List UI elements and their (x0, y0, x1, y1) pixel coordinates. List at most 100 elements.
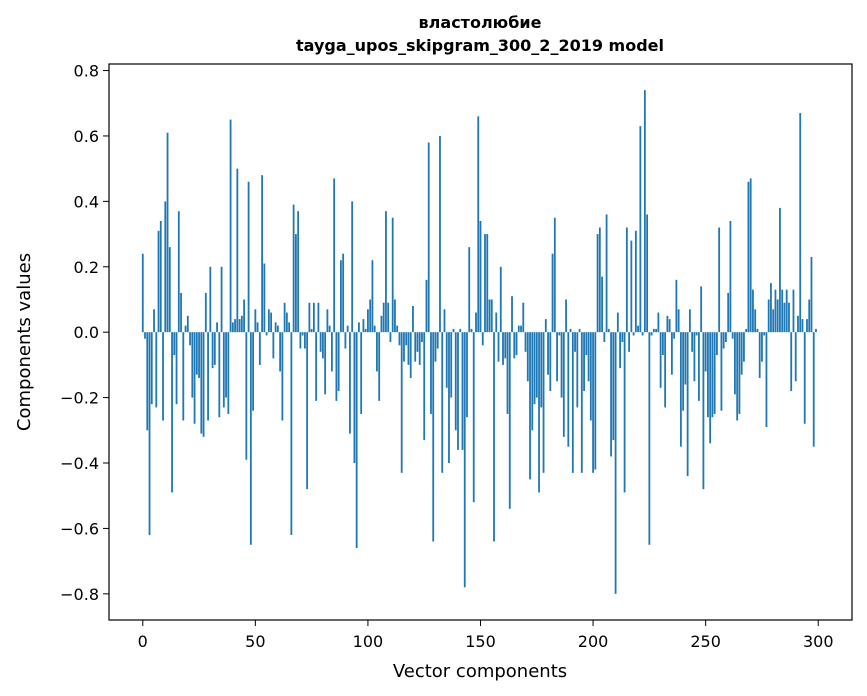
bar (450, 332, 453, 398)
bar (511, 296, 513, 333)
bar (585, 332, 588, 356)
bar (412, 306, 414, 333)
bar (571, 332, 574, 473)
bar (520, 325, 522, 333)
bar (709, 332, 712, 444)
bar (659, 332, 662, 388)
chart-title: властолюбие (419, 13, 542, 32)
bar (574, 332, 576, 352)
bar (364, 328, 367, 333)
bar (754, 309, 757, 333)
bar (722, 332, 725, 349)
y-tick-label: −0.2 (60, 389, 99, 408)
bar (657, 312, 660, 333)
bar (641, 332, 644, 336)
bar (148, 332, 151, 535)
bar (294, 234, 297, 333)
bar (477, 116, 480, 333)
bar (328, 325, 331, 333)
bar (396, 325, 399, 333)
bar (623, 332, 626, 493)
bar (461, 332, 464, 450)
bar (616, 312, 619, 333)
bar (567, 332, 570, 447)
bar (504, 332, 507, 359)
bar (682, 332, 685, 411)
chart-subtitle: tayga_upos_skipgram_300_2_2019 model (296, 36, 664, 55)
bar (308, 302, 311, 333)
bar (808, 299, 811, 333)
x-tick-label: 0 (138, 632, 148, 651)
bar (803, 332, 806, 424)
bar (670, 332, 673, 375)
bar (394, 299, 396, 333)
bar (261, 175, 264, 333)
bar (369, 299, 372, 333)
bar (301, 332, 304, 336)
x-tick-label: 200 (578, 632, 609, 651)
bar (337, 332, 340, 392)
bar (162, 332, 164, 421)
bar (243, 299, 245, 333)
bar (159, 220, 162, 333)
bar (515, 332, 518, 356)
bar (340, 260, 342, 333)
bar (607, 328, 610, 333)
bar (297, 211, 300, 333)
bar (513, 332, 516, 359)
bar (517, 325, 520, 333)
y-tick-label: 0.6 (74, 127, 99, 146)
bar (389, 332, 392, 342)
bar (400, 332, 403, 473)
bar (168, 247, 171, 333)
bar (610, 332, 612, 457)
bar (427, 142, 430, 333)
bar (560, 332, 563, 398)
bar (481, 332, 484, 346)
bar (752, 289, 754, 333)
bar (303, 332, 306, 349)
bar (720, 332, 723, 411)
bar (407, 332, 410, 365)
bar (781, 289, 784, 333)
bar (436, 332, 439, 349)
bar (218, 332, 221, 418)
bar (538, 332, 540, 493)
bar (540, 332, 543, 408)
bar (290, 332, 293, 535)
bar (765, 332, 768, 428)
x-axis-label: Vector components (393, 661, 567, 682)
bar (799, 113, 802, 333)
bar (745, 328, 748, 333)
bar (506, 332, 509, 414)
bar (247, 181, 250, 333)
bar (468, 247, 471, 333)
bar (718, 227, 721, 333)
bar (734, 332, 736, 395)
bar (387, 302, 390, 333)
bar (725, 332, 727, 342)
bar (589, 332, 592, 421)
bar (815, 328, 817, 333)
bar (292, 204, 295, 333)
bar (479, 220, 482, 333)
bar (398, 332, 401, 346)
bar (227, 332, 230, 414)
bar (621, 332, 624, 342)
bar (367, 309, 369, 333)
bar (335, 332, 338, 401)
bar (385, 211, 387, 333)
y-tick-label: −0.6 (60, 519, 99, 538)
x-tick-label: 300 (803, 632, 834, 651)
bar (740, 332, 743, 375)
bar (234, 319, 236, 333)
bar (738, 332, 741, 414)
bar (526, 332, 529, 382)
bar (731, 332, 734, 339)
bar (648, 332, 651, 545)
bar (376, 332, 378, 372)
bar (258, 332, 261, 365)
bar (619, 332, 621, 369)
bar (459, 328, 462, 333)
